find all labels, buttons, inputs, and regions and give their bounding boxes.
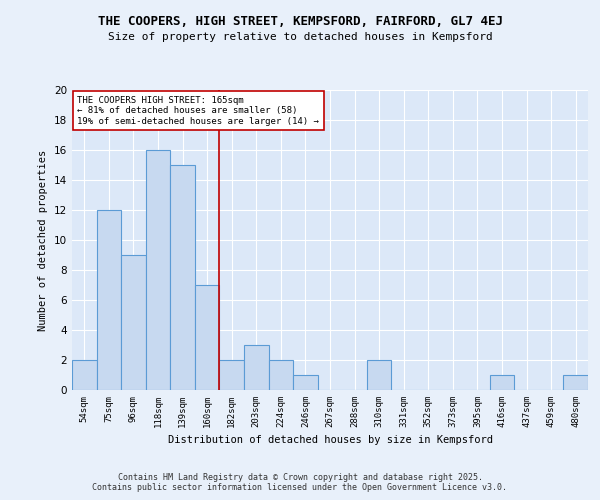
Bar <box>170 165 195 390</box>
Bar <box>367 360 391 390</box>
Bar <box>293 375 318 390</box>
Bar <box>563 375 588 390</box>
Bar <box>220 360 244 390</box>
Text: THE COOPERS, HIGH STREET, KEMPSFORD, FAIRFORD, GL7 4EJ: THE COOPERS, HIGH STREET, KEMPSFORD, FAI… <box>97 15 503 28</box>
Y-axis label: Number of detached properties: Number of detached properties <box>38 150 49 330</box>
Bar <box>146 150 170 390</box>
Bar <box>244 345 269 390</box>
Text: Size of property relative to detached houses in Kempsford: Size of property relative to detached ho… <box>107 32 493 42</box>
Bar <box>490 375 514 390</box>
Bar <box>72 360 97 390</box>
X-axis label: Distribution of detached houses by size in Kempsford: Distribution of detached houses by size … <box>167 436 493 446</box>
Bar <box>195 285 220 390</box>
Bar <box>97 210 121 390</box>
Text: Contains HM Land Registry data © Crown copyright and database right 2025.
Contai: Contains HM Land Registry data © Crown c… <box>92 473 508 492</box>
Text: THE COOPERS HIGH STREET: 165sqm
← 81% of detached houses are smaller (58)
19% of: THE COOPERS HIGH STREET: 165sqm ← 81% of… <box>77 96 319 126</box>
Bar <box>121 255 146 390</box>
Bar <box>269 360 293 390</box>
